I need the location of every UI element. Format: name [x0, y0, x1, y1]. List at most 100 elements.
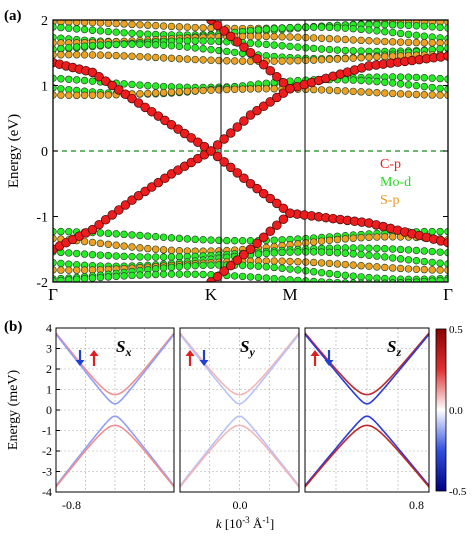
orbital-dot — [365, 88, 373, 96]
orbital-dot — [357, 250, 365, 259]
c-p-dot — [219, 26, 229, 36]
orbital-dot — [389, 233, 397, 241]
orbital-dot — [104, 20, 112, 27]
orbital-dot — [436, 259, 444, 267]
orbital-dot — [57, 91, 65, 99]
c-p-dot — [94, 72, 104, 82]
c-p-dot — [265, 193, 276, 204]
colorbar-gradient — [435, 328, 447, 492]
orbital-dot — [428, 258, 436, 267]
orbital-dot — [191, 23, 199, 32]
c-p-dot — [278, 78, 289, 88]
orbital-dot — [302, 44, 310, 52]
carbon-p-bands — [53, 20, 448, 282]
c-p-dot — [147, 106, 157, 117]
orbital-dot — [136, 52, 144, 61]
orbital-dot — [199, 24, 207, 32]
orbital-dot — [373, 252, 381, 260]
orbital-dot — [112, 241, 120, 249]
orbital-dot — [357, 244, 365, 252]
orbital-dot — [381, 78, 389, 86]
orbital-dot — [152, 232, 160, 241]
orbital-dot — [357, 261, 365, 270]
c-p-dot — [226, 260, 236, 271]
orbital-dot — [325, 34, 334, 43]
subplot-frame — [304, 327, 430, 493]
y-tick-label: -1 — [42, 424, 52, 438]
c-p-dot — [285, 84, 295, 94]
orbital-dot — [373, 37, 381, 45]
spin-down-arrow-icon — [199, 360, 209, 366]
orbital-dot — [357, 76, 365, 85]
orbital-dot — [396, 255, 405, 263]
y-tick-label: 2 — [46, 362, 52, 376]
orbital-dot — [144, 253, 152, 261]
orbital-dot — [412, 31, 421, 40]
orbital-dot — [420, 32, 428, 40]
orbital-dot — [53, 277, 57, 282]
orbital-dot — [136, 244, 144, 252]
orbital-dot — [333, 235, 342, 244]
orbital-dot — [302, 277, 310, 282]
orbital-dot — [428, 39, 436, 47]
orbital-dot — [175, 23, 184, 31]
c-p-dot — [219, 134, 229, 144]
orbital-dot — [373, 27, 381, 35]
orbital-dot — [349, 47, 357, 55]
orbital-dot — [199, 37, 207, 45]
orbital-dot — [357, 25, 365, 34]
orbital-dot — [65, 266, 73, 274]
spin-component-title: Sy — [240, 337, 255, 359]
orbital-dot — [404, 278, 413, 282]
y-tick-label: 1 — [46, 383, 52, 397]
x-tick-label: -0.8 — [62, 498, 81, 512]
orbital-dot — [381, 263, 389, 272]
orbital-dot — [88, 77, 97, 85]
y-tick-label: 0 — [41, 145, 48, 160]
orbital-dot — [396, 38, 405, 46]
k-point-label: M — [282, 285, 297, 304]
orbital-dot — [341, 260, 349, 269]
orbital-dot — [404, 265, 413, 273]
orbital-dot — [357, 47, 365, 55]
orbital-dot — [96, 251, 105, 259]
c-p-dot — [443, 237, 448, 248]
orbital-dot — [80, 237, 89, 246]
orbital-dot — [420, 91, 428, 99]
orbital-dot — [286, 42, 294, 51]
orbital-dot — [270, 236, 278, 244]
orbital-dot — [404, 81, 413, 89]
orbital-dot — [365, 26, 373, 34]
orbital-dot — [96, 27, 105, 35]
c-p-dot — [252, 183, 262, 194]
c-p-dot — [179, 128, 190, 139]
orbital-dot — [53, 39, 57, 47]
orbital-dot — [159, 54, 168, 62]
orbital-dot — [199, 236, 207, 244]
legend-a: C-p Mo-d S-p — [380, 157, 411, 208]
orbital-dot — [152, 253, 160, 261]
orbital-dot — [270, 249, 278, 257]
orbital-dot — [294, 248, 302, 256]
c-p-dot — [226, 31, 236, 42]
k-point-label: Γ — [443, 285, 453, 304]
orbital-dot — [144, 40, 152, 49]
orbital-dot — [262, 85, 270, 93]
orbital-dot — [270, 274, 278, 282]
orbital-dot — [302, 248, 310, 256]
c-p-dot — [133, 98, 144, 108]
orbital-dot — [53, 259, 57, 267]
orbital-dot — [436, 276, 444, 282]
orbital-dot — [270, 32, 278, 41]
c-p-dot — [212, 20, 223, 31]
orbital-dot — [389, 79, 397, 87]
legend-s-p: S-p — [380, 193, 399, 208]
orbital-dot — [333, 249, 342, 257]
orbital-dot — [183, 55, 192, 63]
orbital-dot — [80, 20, 89, 27]
y-tick-label: 2 — [41, 14, 48, 29]
orbital-dot — [412, 246, 421, 255]
orbital-dot — [159, 246, 168, 254]
orbital-dot — [246, 32, 255, 41]
